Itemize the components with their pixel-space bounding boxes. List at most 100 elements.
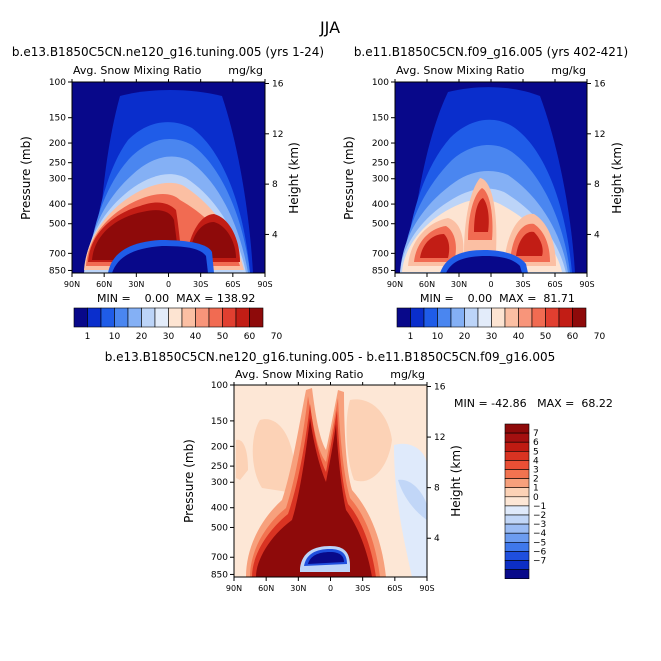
panel-0-xtick-label: 30S (193, 280, 208, 289)
panel-1-colorbar-swatch (450, 307, 465, 328)
panel-2-xtick-label: 90S (419, 584, 434, 593)
panel-1-colorbar-label: 30 (486, 332, 498, 342)
panel-2-subtitle-right: mg/kg (390, 368, 425, 381)
panel-0-xtick-label: 30N (128, 280, 144, 289)
panel-2-colorbar-swatch (504, 432, 530, 443)
panel-0-ytick-label: 100 (49, 78, 66, 88)
panel-2-ytick-label: 150 (211, 417, 228, 427)
panel-1-subtitle-left: Avg. Snow Mixing Ratio (396, 64, 525, 77)
panel-0-ytick-label: 850 (49, 266, 66, 276)
panel-2-field-pos-max (256, 418, 372, 577)
panel-0-ylabel: Pressure (mb) (19, 136, 33, 220)
panel-0-colorbar-swatch (141, 307, 156, 328)
panel-2: b.e13.B1850C5CN.ne120_g16.tuning.005 - b… (105, 350, 613, 593)
panel-2-colorbar-swatch (504, 560, 530, 570)
panel-0-ytick-label: 300 (49, 175, 66, 185)
panel-0-colorbar-swatch (168, 307, 183, 328)
panel-2-colorbar-swatch (504, 450, 530, 461)
panel-1-colorbar-swatch (437, 307, 452, 328)
panel-0-ytick-label: 700 (49, 249, 66, 259)
panel-1-y2tick-label: 4 (594, 230, 600, 240)
panel-2-colorbar-swatch (504, 496, 530, 507)
figure-title: JJA (319, 18, 340, 37)
panel-0-colorbar-swatch (127, 307, 142, 328)
panel-1-y2tick-label: 8 (594, 180, 600, 190)
panel-1-ytick-label: 500 (372, 220, 389, 230)
panel-0-colorbar-label: 40 (190, 332, 202, 342)
panel-2-colorbar-label: −4 (533, 529, 547, 539)
panel-2-colorbar-swatch (504, 551, 530, 561)
panel-0-colorbar-swatch (100, 307, 115, 328)
panel-1-ytick-label: 150 (372, 114, 389, 124)
panel-1-colorbar-swatch (491, 307, 506, 328)
panel-0-ytick-label: 150 (49, 114, 66, 124)
panel-1-colorbar-label: 50 (540, 332, 552, 342)
panel-0-ytick-label: 250 (49, 159, 66, 169)
panel-1-colorbar-label: 70 (594, 332, 606, 342)
panel-1-ylabel-right: Height (km) (610, 142, 624, 213)
panel-2-stats: MIN = -42.86 MAX = 68.22 (454, 397, 613, 410)
panel-1-colorbar-label: 60 (567, 332, 579, 342)
panel-0-y2tick-label: 4 (272, 230, 278, 240)
panel-0-y2tick-label: 12 (272, 130, 283, 140)
panel-2-colorbar-swatch (504, 505, 530, 516)
panel-2-colorbar-label: −1 (533, 502, 546, 512)
panel-2-colorbar-swatch (504, 569, 530, 579)
panel-2-colorbar-label: −5 (533, 538, 546, 548)
panel-1-ylabel: Pressure (mb) (342, 136, 356, 220)
panel-2-ytick-label: 200 (211, 442, 228, 452)
panel-2-axes: 90N 60N 30N 0 30S 60S 90S 100 150 200 250 300 400 500… (211, 381, 446, 593)
panel-2-colorbar-swatch (504, 423, 530, 434)
panel-1-xtick-label: 60N (419, 280, 435, 289)
panel-0-colorbar-label: 1 (85, 332, 91, 342)
panel-0-subtitle-left: Avg. Snow Mixing Ratio (73, 64, 202, 77)
panel-0-xtick-label: 90S (257, 280, 272, 289)
panel-0-colorbar-swatch (249, 307, 264, 328)
panel-2-xtick-label: 30S (355, 584, 370, 593)
panel-1-title: b.e11.B1850C5CN.f09_g16.005 (yrs 402-421… (354, 45, 628, 59)
panel-2-colorbar-label: 5 (533, 447, 539, 457)
panel-1-y2tick-label: 12 (594, 130, 605, 140)
panel-2-xtick-label: 60N (258, 584, 274, 593)
panel-2-colorbar-label: 3 (533, 466, 539, 476)
panel-2-colorbar-label: −2 (533, 511, 546, 521)
panel-1-ytick-label: 250 (372, 159, 389, 169)
panel-0-title: b.e13.B1850C5CN.ne120_g16.tuning.005 (yr… (12, 45, 324, 59)
panel-2-y2tick-label: 4 (434, 534, 440, 544)
panel-0-colorbar-swatch (114, 307, 129, 328)
panel-2-field-pos1c (346, 399, 392, 482)
panel-0-y2tick-label: 8 (272, 180, 278, 190)
panel-1-axes: 90N 60N 30N 0 30S 60S 90S 100 150 200 250 300 400 500… (372, 78, 606, 289)
panel-1-ytick-label: 850 (372, 266, 389, 276)
panel-1-ytick-label: 700 (372, 249, 389, 259)
panel-1-xtick-label: 90S (579, 280, 594, 289)
panel-2-field-pos1b (236, 439, 248, 480)
panel-1-xtick-label: 0 (488, 280, 493, 289)
panel-0-plot (72, 82, 265, 273)
panel-0-ytick-label: 400 (49, 200, 66, 210)
panel-0-colorbar-swatch (181, 307, 196, 328)
panel-2-y2tick-label: 16 (434, 382, 446, 392)
panel-2-colorbar-swatch (504, 460, 530, 470)
panel-2-field-negcore-in (308, 552, 344, 564)
panel-2-xtick-label: 30N (290, 584, 306, 593)
panel-0-colorbar-label: 20 (136, 332, 148, 342)
panel-1-colorbar-swatch (396, 307, 411, 328)
panel-2-colorbar-label: 2 (533, 475, 539, 485)
panel-1-stats: MIN = 0.00 MAX = 81.71 (420, 292, 575, 305)
panel-2-ytick-label: 850 (211, 570, 228, 580)
panel-2-title: b.e13.B1850C5CN.ne120_g16.tuning.005 - b… (105, 350, 556, 364)
panel-2-colorbar-label: −3 (533, 520, 546, 530)
panel-2-xtick-label: 0 (328, 584, 333, 593)
panel-0-axes: 90N 60N 30N 0 30S 60S 90S 100 150 200 250 300 400 500… (49, 78, 284, 289)
panel-2-field-neg1 (394, 443, 427, 577)
panel-0-y2tick-label: 16 (272, 79, 284, 89)
panel-0-xtick-label: 0 (166, 280, 171, 289)
panel-2-field-neg2 (398, 479, 427, 520)
panel-0-colorbar-label: 60 (244, 332, 256, 342)
panel-0-xtick-label: 90N (64, 280, 80, 289)
panel-2-ytick-label: 300 (211, 478, 228, 488)
panel-1-field-peak-a (420, 234, 450, 258)
panel-1-field-peak-b (474, 198, 489, 232)
